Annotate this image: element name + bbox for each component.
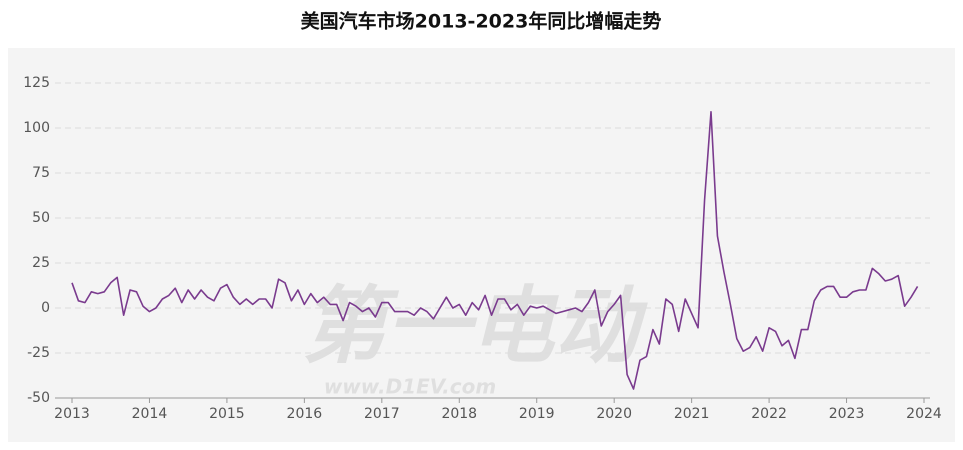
chart-title: 美国汽车市场2013-2023年同比增幅走势: [301, 10, 662, 33]
y-tick-label: 0: [41, 300, 50, 316]
watermark: 第一电动 www.D1EV.com: [302, 277, 648, 399]
x-tick-label: 2014: [132, 406, 168, 422]
y-tick-label: 25: [32, 255, 50, 271]
x-tick-label: 2020: [596, 406, 632, 422]
y-tick-label: 125: [23, 75, 50, 91]
x-tick-label: 2013: [54, 406, 90, 422]
x-tick-label: 2016: [287, 406, 323, 422]
x-tick-label: 2023: [829, 406, 865, 422]
x-tick-label: 2017: [364, 406, 400, 422]
x-tick-label: 2015: [209, 406, 245, 422]
x-tick-label: 2019: [519, 406, 555, 422]
x-tick-label: 2018: [441, 406, 477, 422]
y-tick-label: -25: [27, 345, 50, 361]
y-tick-label: 100: [23, 120, 50, 136]
x-tick-label: 2022: [751, 406, 787, 422]
watermark-logo: 第一电动: [302, 277, 648, 375]
data-line: [71, 111, 919, 390]
x-tick-label: 2024: [906, 406, 942, 422]
y-tick-label: 75: [32, 165, 50, 181]
plot-panel: [8, 48, 955, 442]
y-tick-label: -50: [27, 390, 50, 406]
watermark-url: www.D1EV.com: [324, 375, 496, 399]
y-tick-label: 50: [32, 210, 50, 226]
x-tick-label: 2021: [674, 406, 710, 422]
